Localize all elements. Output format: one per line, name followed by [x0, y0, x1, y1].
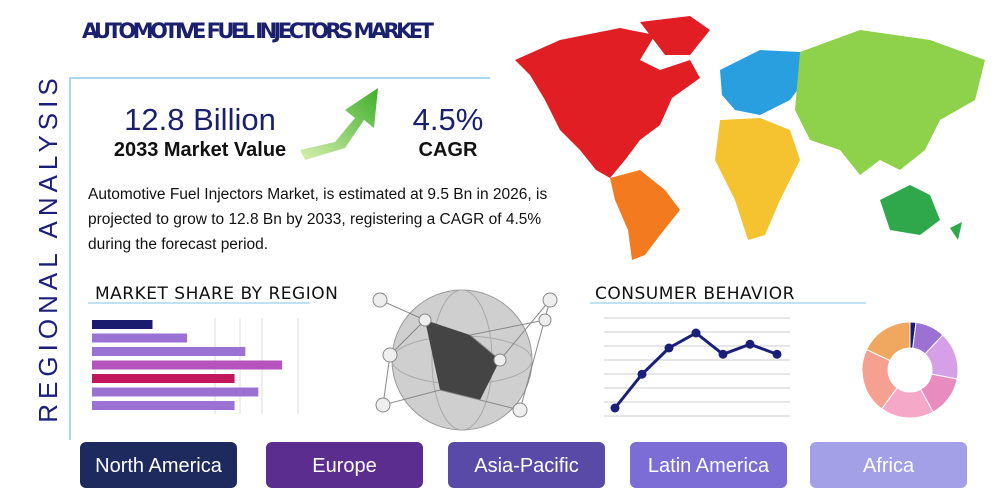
region-label: Latin America [648, 455, 770, 477]
share-bar [92, 333, 188, 343]
region-label: Europe [312, 455, 377, 477]
share-bar [92, 387, 259, 397]
trend-point [691, 328, 701, 338]
highlight-label: 2033 Market Value [114, 139, 286, 161]
trend-point [745, 339, 755, 349]
region-button[interactable] [266, 442, 423, 488]
growth-arrow [300, 88, 378, 160]
highlight-label: CAGR [419, 139, 478, 161]
title: AUTOMOTIVE FUEL INJECTORS MARKET [82, 19, 435, 43]
section-title: CONSUMER BEHAVIOR [595, 284, 795, 304]
region-label: North America [95, 455, 223, 477]
share-bar [92, 360, 283, 370]
share-bar [92, 401, 235, 410]
side-label: REGIONAL ANALYSIS [33, 73, 63, 422]
share-bar [92, 320, 153, 329]
highlight-value: 12.8 Billion [124, 102, 276, 137]
region-button[interactable] [630, 442, 787, 488]
share-bar [92, 347, 246, 356]
trend-point [664, 343, 674, 353]
network-globe [372, 289, 558, 431]
world-map [515, 16, 985, 260]
section-title: MARKET SHARE BY REGION [95, 284, 338, 304]
region-button[interactable] [80, 442, 237, 488]
region-button[interactable] [810, 442, 967, 488]
description: Automotive Fuel Injectors Market, is est… [88, 186, 548, 253]
region-label: Africa [863, 455, 915, 477]
region-button[interactable] [448, 442, 605, 488]
highlight-value: 4.5% [413, 102, 484, 137]
trend-point [718, 349, 728, 359]
trend-point [610, 403, 620, 413]
region-label: Asia-Pacific [474, 455, 578, 477]
trend-point [772, 349, 782, 359]
frame [69, 77, 490, 440]
description-box: Automotive Fuel Injectors Market, is est… [88, 186, 548, 253]
share-bar [92, 374, 235, 383]
donut-segment [865, 321, 911, 362]
trend-point [637, 369, 647, 379]
